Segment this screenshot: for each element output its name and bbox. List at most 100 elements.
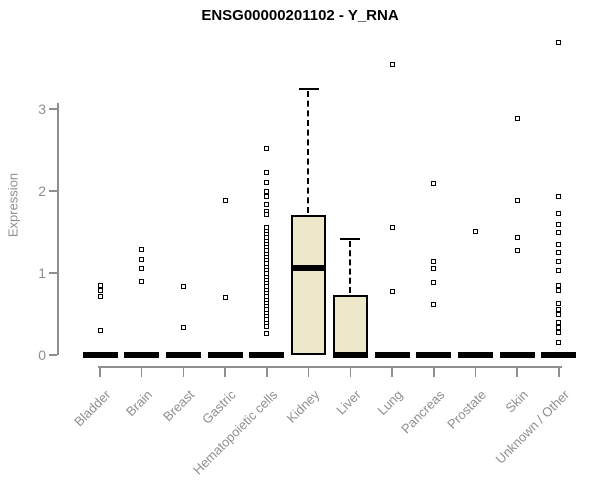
median-line	[374, 352, 410, 358]
x-axis-tick	[266, 366, 268, 377]
outlier-point	[431, 181, 437, 187]
median-line	[249, 352, 285, 358]
x-axis-tick	[433, 366, 435, 377]
median-line	[82, 352, 118, 358]
outlier-point	[180, 325, 186, 331]
outlier-point	[264, 323, 270, 329]
outlier-point	[97, 282, 103, 288]
outlier-point	[180, 284, 186, 290]
outlier-point	[264, 180, 270, 186]
outlier-point	[264, 212, 270, 218]
outlier-point	[97, 287, 103, 293]
x-axis-tick-label: Bladder	[71, 387, 114, 430]
outlier-point	[556, 300, 562, 306]
y-axis-tick	[49, 108, 57, 110]
outlier-point	[264, 145, 270, 151]
outlier-point	[556, 312, 562, 318]
outlier-point	[139, 278, 145, 284]
whisker-cap	[298, 87, 319, 90]
y-axis-tick-label: 0	[38, 347, 46, 363]
median-line	[332, 352, 368, 358]
outlier-point	[389, 288, 395, 294]
outlier-point	[264, 201, 270, 207]
outlier-point	[514, 115, 520, 121]
median-line	[457, 352, 493, 358]
outlier-point	[139, 265, 145, 271]
chart-title: ENSG00000201102 - Y_RNA	[201, 7, 399, 24]
y-axis-tick-label: 1	[38, 265, 46, 281]
box	[332, 295, 368, 355]
median-line	[291, 265, 327, 272]
x-axis-tick-label: Lung	[374, 387, 406, 419]
outlier-point	[556, 329, 562, 335]
outlier-point	[431, 259, 437, 265]
outlier-point	[514, 235, 520, 241]
outlier-point	[556, 229, 562, 235]
y-axis-tick	[49, 354, 57, 356]
median-line	[124, 352, 160, 358]
x-axis-tick	[99, 366, 101, 377]
outlier-point	[431, 301, 437, 307]
outlier-point	[556, 40, 562, 46]
x-axis-tick	[349, 366, 352, 377]
outlier-point	[556, 211, 562, 217]
outlier-point	[556, 340, 562, 346]
x-axis-tick-label: Pancreas	[397, 387, 448, 437]
outlier-point	[556, 324, 562, 330]
outlier-point	[139, 246, 145, 252]
x-axis-tick-label: Liver	[333, 387, 364, 418]
outlier-point	[556, 306, 562, 312]
outlier-point	[556, 319, 562, 325]
y-axis-tick	[49, 272, 57, 274]
whisker-cap	[340, 237, 361, 241]
outlier-point	[556, 194, 562, 200]
x-axis-tick-label: Gastric	[199, 387, 239, 427]
outlier-point	[556, 282, 562, 288]
x-axis-tick-label: Breast	[159, 387, 198, 425]
x-axis-tick-label: Prostate	[444, 387, 490, 432]
x-axis-tick-label: Kidney	[283, 387, 323, 426]
y-axis-line	[57, 103, 59, 355]
outlier-point	[264, 169, 270, 175]
whisker-line	[307, 90, 310, 213]
outlier-point	[556, 250, 562, 255]
outlier-point	[514, 247, 520, 253]
x-axis-tick-label: Unknown / Other	[492, 387, 573, 467]
outlier-point	[389, 62, 395, 68]
outlier-point	[431, 265, 437, 271]
box	[291, 214, 327, 355]
outlier-point	[556, 222, 562, 228]
whisker-line	[349, 240, 352, 294]
x-axis-tick-label: Brain	[123, 387, 156, 420]
x-axis-tick	[391, 366, 393, 377]
median-line	[499, 352, 535, 358]
x-axis-tick	[474, 366, 477, 377]
x-axis-line	[98, 366, 562, 368]
y-axis-tick	[49, 190, 57, 192]
outlier-point	[222, 295, 228, 301]
x-axis-tick-label: Skin	[502, 387, 531, 416]
outlier-point	[97, 294, 103, 300]
outlier-point	[514, 198, 520, 204]
outlier-point	[472, 228, 478, 234]
x-axis-tick	[558, 366, 560, 377]
x-axis-tick	[224, 366, 226, 377]
outlier-point	[556, 241, 562, 247]
x-axis-tick	[140, 366, 143, 377]
outlier-point	[264, 194, 270, 200]
median-line	[541, 352, 577, 358]
outlier-point	[389, 225, 395, 231]
median-line	[416, 352, 452, 358]
y-axis-tick-label: 2	[38, 183, 46, 199]
outlier-point	[556, 259, 562, 265]
outlier-point	[264, 189, 270, 195]
outlier-point	[139, 256, 145, 262]
outlier-point	[97, 327, 103, 333]
outlier-point	[556, 268, 562, 274]
outlier-point	[556, 287, 562, 293]
x-axis-tick	[182, 366, 185, 377]
y-axis-tick-label: 3	[38, 101, 46, 117]
outlier-point	[431, 279, 437, 285]
